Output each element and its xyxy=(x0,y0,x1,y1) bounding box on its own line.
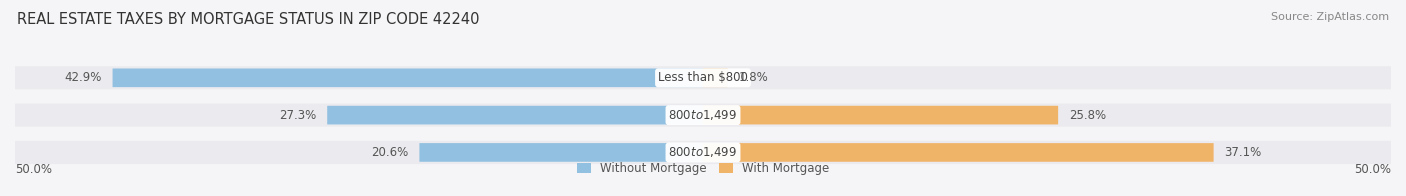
Text: REAL ESTATE TAXES BY MORTGAGE STATUS IN ZIP CODE 42240: REAL ESTATE TAXES BY MORTGAGE STATUS IN … xyxy=(17,12,479,27)
FancyBboxPatch shape xyxy=(14,103,1392,127)
FancyBboxPatch shape xyxy=(112,68,703,87)
Text: 27.3%: 27.3% xyxy=(280,109,316,122)
FancyBboxPatch shape xyxy=(14,141,1392,164)
Text: $800 to $1,499: $800 to $1,499 xyxy=(668,145,738,159)
Text: 20.6%: 20.6% xyxy=(371,146,409,159)
Text: 50.0%: 50.0% xyxy=(15,163,52,176)
Text: 42.9%: 42.9% xyxy=(65,71,101,84)
Text: $800 to $1,499: $800 to $1,499 xyxy=(668,108,738,122)
Legend: Without Mortgage, With Mortgage: Without Mortgage, With Mortgage xyxy=(572,157,834,180)
Text: 37.1%: 37.1% xyxy=(1225,146,1261,159)
Text: 50.0%: 50.0% xyxy=(1354,163,1391,176)
FancyBboxPatch shape xyxy=(703,68,728,87)
FancyBboxPatch shape xyxy=(328,106,703,124)
FancyBboxPatch shape xyxy=(703,106,1059,124)
Text: Less than $800: Less than $800 xyxy=(658,71,748,84)
Text: Source: ZipAtlas.com: Source: ZipAtlas.com xyxy=(1271,12,1389,22)
Text: 1.8%: 1.8% xyxy=(738,71,769,84)
FancyBboxPatch shape xyxy=(703,143,1213,162)
FancyBboxPatch shape xyxy=(14,66,1392,89)
Text: 25.8%: 25.8% xyxy=(1069,109,1107,122)
FancyBboxPatch shape xyxy=(419,143,703,162)
